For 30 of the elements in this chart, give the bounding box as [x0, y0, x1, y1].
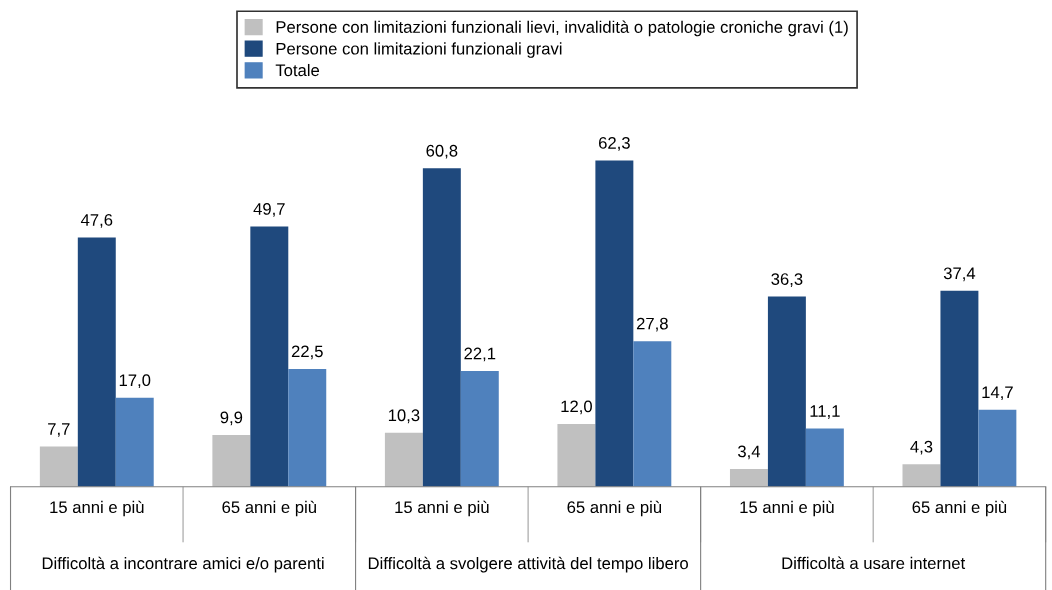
data-label: 12,0	[561, 400, 592, 415]
data-label: 49,7	[253, 202, 285, 217]
data-label: 36,3	[771, 273, 803, 287]
data-label: 14,7	[982, 386, 1013, 401]
data-label: 10,3	[388, 409, 420, 424]
data-label: 3,4	[737, 445, 761, 460]
data-label: 7,7	[48, 423, 70, 437]
x-tick-label: 15 anni e più	[740, 500, 834, 517]
x-tick-label: 15 anni e più	[395, 500, 489, 517]
x-tick-label: 15 anni e più	[50, 500, 144, 517]
legend-label: Persone con limitazioni funzionali gravi	[276, 42, 562, 58]
text: Difficoltà a incontrare amici e/o parenti	[42, 556, 324, 573]
data-label: 27,8	[636, 317, 668, 332]
data-label: 17,0	[119, 374, 151, 389]
data-label: 22,5	[291, 345, 323, 360]
x-tick-label: 65 anni e più	[912, 500, 1007, 517]
legend-label: Totale	[275, 63, 320, 77]
data-label: 60,8	[426, 144, 458, 159]
data-label: 4,3	[910, 440, 933, 455]
text: Difficoltà a usare internet	[782, 556, 966, 570]
data-label: 62,3	[599, 136, 630, 151]
text: Difficoltà a svolgere attività del tempo libero	[368, 556, 688, 573]
data-label: 47,6	[80, 213, 113, 228]
x-tick-label: 65 anni e più	[567, 500, 662, 517]
data-label: 9,9	[220, 411, 243, 426]
legend-label: Persone con limitazioni funzionali lievi, invalidità o patologie croniche gravi (1)	[276, 20, 848, 37]
data-label: 37,4	[943, 267, 976, 282]
x-tick-label: 65 anni e più	[222, 500, 316, 517]
data-label: 22,1	[464, 347, 496, 362]
data-label: 11,1	[810, 405, 840, 419]
